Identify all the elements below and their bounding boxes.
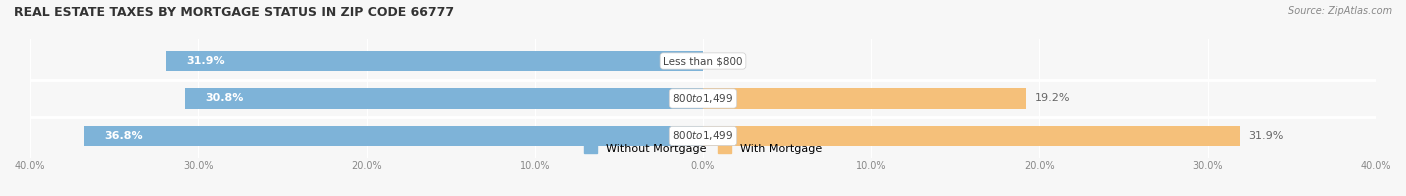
Bar — [186, 88, 703, 109]
Text: $800 to $1,499: $800 to $1,499 — [672, 129, 734, 142]
Bar — [703, 88, 1026, 109]
Text: 19.2%: 19.2% — [1035, 93, 1070, 103]
Legend: Without Mortgage, With Mortgage: Without Mortgage, With Mortgage — [579, 140, 827, 159]
Text: 31.9%: 31.9% — [187, 56, 225, 66]
Text: $800 to $1,499: $800 to $1,499 — [672, 92, 734, 105]
Text: Source: ZipAtlas.com: Source: ZipAtlas.com — [1288, 6, 1392, 16]
Bar — [703, 126, 1240, 146]
Bar — [84, 126, 703, 146]
Text: 30.8%: 30.8% — [205, 93, 243, 103]
Text: 36.8%: 36.8% — [104, 131, 143, 141]
Text: REAL ESTATE TAXES BY MORTGAGE STATUS IN ZIP CODE 66777: REAL ESTATE TAXES BY MORTGAGE STATUS IN … — [14, 6, 454, 19]
Text: 31.9%: 31.9% — [1249, 131, 1284, 141]
Text: 0.0%: 0.0% — [711, 56, 740, 66]
Bar — [166, 51, 703, 71]
Text: Less than $800: Less than $800 — [664, 56, 742, 66]
